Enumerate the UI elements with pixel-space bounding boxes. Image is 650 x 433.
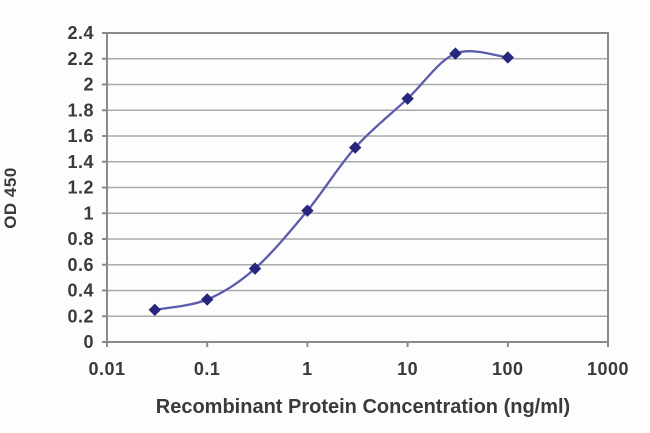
x-tick-label: 0.1 (194, 359, 221, 379)
data-point (301, 204, 314, 217)
y-tick-label: 1.8 (67, 100, 94, 120)
x-tick-label: 0.01 (88, 359, 125, 379)
x-tick-label: 1000 (587, 359, 629, 379)
x-axis-title: Recombinant Protein Concentration (ng/ml… (155, 396, 571, 418)
y-tick-label: 1.2 (67, 178, 94, 198)
y-tick-label: 0.6 (67, 255, 94, 275)
y-tick-label: 1.4 (67, 152, 94, 172)
y-tick-label: 2.4 (67, 23, 94, 43)
data-point (200, 293, 214, 306)
y-tick-label: 0.2 (67, 306, 94, 326)
x-tick-label: 10 (397, 359, 418, 379)
y-tick-label: 0 (83, 332, 94, 352)
y-axis-title: OD 450 (1, 167, 20, 229)
x-tick-label: 100 (492, 359, 524, 379)
y-tick-label: 1 (83, 203, 94, 223)
data-point (349, 141, 362, 154)
x-tick-label: 1 (302, 359, 313, 379)
data-point (248, 262, 262, 275)
data-point (401, 92, 414, 105)
y-tick-label: 2 (83, 75, 94, 95)
data-point (449, 47, 462, 60)
y-tick-label: 2.2 (67, 49, 94, 69)
series-line (154, 50, 508, 311)
y-tick-label: 0.4 (67, 281, 94, 301)
data-point (501, 51, 515, 64)
data-point (148, 303, 162, 317)
y-tick-label: 0.8 (67, 229, 94, 249)
y-tick-label: 1.6 (67, 126, 94, 146)
